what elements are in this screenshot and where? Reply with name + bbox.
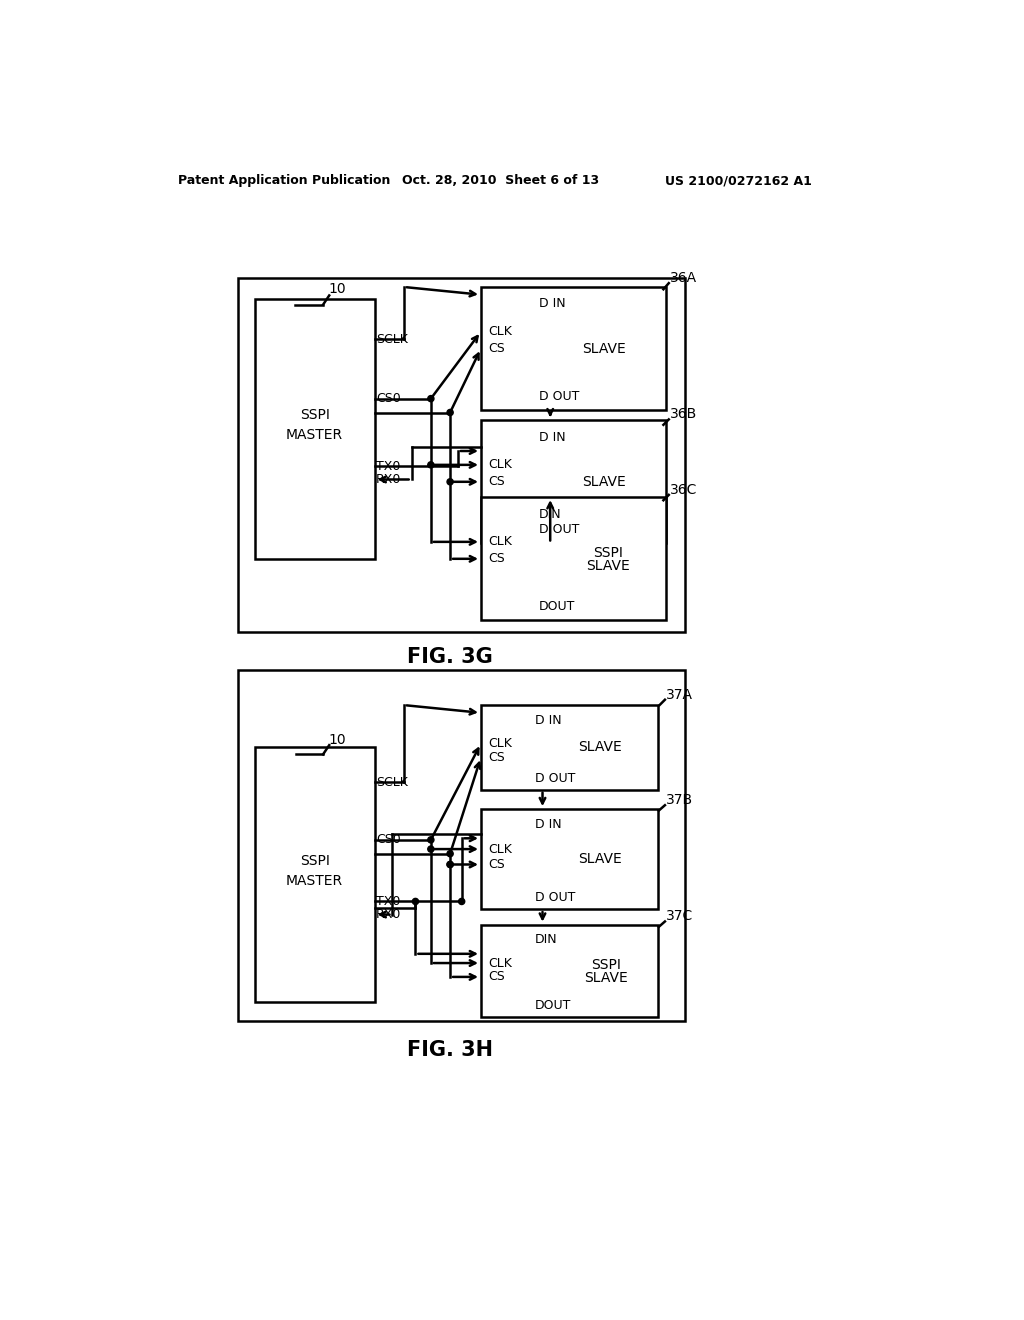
Text: 37B: 37B: [666, 793, 693, 807]
Text: CS: CS: [488, 970, 506, 983]
Circle shape: [447, 479, 454, 484]
Text: D OUT: D OUT: [539, 389, 579, 403]
Circle shape: [428, 846, 434, 853]
Text: SSPI: SSPI: [591, 957, 621, 972]
Bar: [481, 286, 666, 411]
Circle shape: [447, 850, 454, 857]
Circle shape: [447, 862, 454, 867]
Text: 10: 10: [328, 733, 346, 747]
Text: CLK: CLK: [488, 957, 512, 970]
Text: CS0: CS0: [376, 833, 401, 846]
Text: 36B: 36B: [670, 407, 696, 421]
Text: DOUT: DOUT: [539, 601, 575, 612]
Text: RX0: RX0: [376, 908, 401, 921]
Text: 36C: 36C: [670, 483, 697, 496]
Text: Oct. 28, 2010  Sheet 6 of 13: Oct. 28, 2010 Sheet 6 of 13: [401, 174, 599, 187]
Circle shape: [413, 899, 419, 904]
Bar: [481, 420, 666, 544]
Text: D OUT: D OUT: [535, 891, 575, 904]
Text: FIG. 3H: FIG. 3H: [408, 1040, 494, 1060]
Text: D OUT: D OUT: [539, 523, 579, 536]
Text: SLAVE: SLAVE: [583, 342, 626, 355]
Text: D IN: D IN: [535, 714, 561, 727]
Text: CS: CS: [488, 858, 506, 871]
Text: SLAVE: SLAVE: [584, 972, 628, 986]
Text: 37A: 37A: [666, 688, 692, 702]
Text: SCLK: SCLK: [376, 333, 409, 346]
Text: US 2100/0272162 A1: US 2100/0272162 A1: [666, 174, 812, 187]
Bar: [481, 498, 666, 620]
Text: SSPI: SSPI: [300, 408, 330, 422]
Text: 37C: 37C: [666, 909, 693, 923]
Bar: [481, 924, 658, 1016]
Text: MASTER: MASTER: [286, 874, 343, 887]
Bar: [255, 298, 375, 558]
Text: 36A: 36A: [670, 271, 696, 285]
Bar: [481, 705, 658, 789]
Text: D IN: D IN: [539, 430, 565, 444]
Text: D IN: D IN: [539, 297, 565, 310]
Text: FIG. 3G: FIG. 3G: [408, 647, 493, 668]
Text: RX0: RX0: [376, 473, 401, 486]
Text: D IN: D IN: [535, 818, 561, 832]
Circle shape: [447, 862, 454, 867]
Text: SLAVE: SLAVE: [579, 853, 623, 866]
Text: Patent Application Publication: Patent Application Publication: [178, 174, 391, 187]
Text: DIN: DIN: [535, 933, 557, 946]
Text: CS: CS: [488, 751, 506, 764]
Text: SSPI: SSPI: [593, 545, 623, 560]
Text: CLK: CLK: [488, 737, 512, 750]
Text: SSPI: SSPI: [300, 854, 330, 867]
Text: DOUT: DOUT: [535, 999, 571, 1012]
Text: SLAVE: SLAVE: [583, 475, 626, 488]
Text: CLK: CLK: [488, 842, 512, 855]
Text: CLK: CLK: [488, 536, 512, 548]
Text: TX0: TX0: [376, 895, 400, 908]
Text: CS: CS: [488, 475, 506, 488]
Text: D OUT: D OUT: [535, 772, 575, 785]
Circle shape: [447, 409, 454, 416]
Text: CS0: CS0: [376, 392, 401, 405]
Text: CLK: CLK: [488, 325, 512, 338]
Text: CS: CS: [488, 552, 506, 565]
Circle shape: [428, 396, 434, 401]
Text: 10: 10: [328, 282, 346, 296]
Bar: [481, 809, 658, 909]
Circle shape: [428, 462, 434, 469]
Bar: [255, 747, 375, 1002]
Text: CS: CS: [488, 342, 506, 355]
Text: MASTER: MASTER: [286, 428, 343, 442]
Text: SCLK: SCLK: [376, 776, 409, 788]
Text: CLK: CLK: [488, 458, 512, 471]
Circle shape: [459, 899, 465, 904]
Text: TX0: TX0: [376, 459, 400, 473]
Text: SLAVE: SLAVE: [586, 560, 630, 573]
Text: DIN: DIN: [539, 508, 561, 520]
Bar: [239, 671, 685, 1020]
Text: SLAVE: SLAVE: [579, 741, 623, 755]
Bar: [239, 277, 685, 632]
Circle shape: [428, 837, 434, 843]
